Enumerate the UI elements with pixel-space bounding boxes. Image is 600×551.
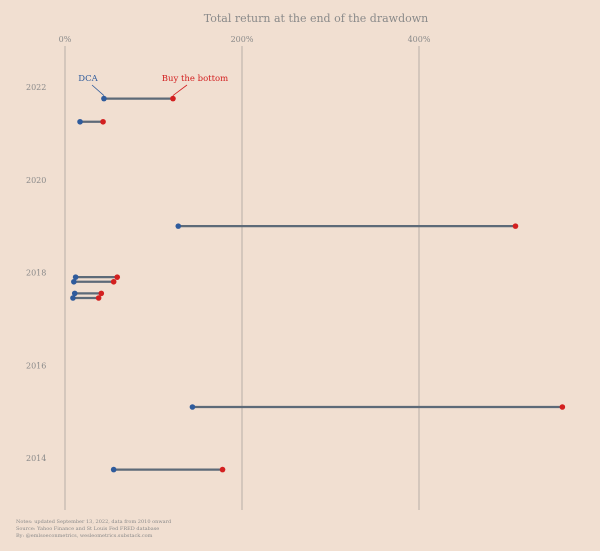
dca-point <box>72 274 79 280</box>
buy-bottom-point <box>559 404 566 410</box>
dca-point <box>175 223 182 229</box>
buy-bottom-point <box>98 290 105 297</box>
annotations: DCA Buy the bottom <box>78 74 228 96</box>
footnote-line-1: Notes: updated September 13, 2022, data … <box>16 519 172 525</box>
dca-annotation-label: DCA <box>78 74 98 84</box>
y-tick-label: 2014 <box>26 454 46 463</box>
dumbbell-marks <box>70 95 566 473</box>
y-tick-label: 2022 <box>26 83 46 92</box>
buy-bottom-annotation-leader <box>172 84 188 96</box>
footnote-line-3: By: @emlsoeconmetrics, wesleometrics.sub… <box>16 532 153 539</box>
x-tick-label: 200% <box>231 35 254 44</box>
dca-point <box>71 278 77 285</box>
x-gridlines <box>64 46 420 510</box>
y-tick-label: 2020 <box>26 176 46 185</box>
buy-bottom-point <box>219 466 226 473</box>
dca-point <box>70 295 76 301</box>
x-tick-label: 0% <box>59 35 72 44</box>
y-tick-labels: 2014 2016 2018 2020 2022 <box>26 83 46 463</box>
x-tick-label: 400% <box>408 35 431 44</box>
buy-bottom-point <box>95 295 102 301</box>
dca-point <box>110 466 117 473</box>
buy-bottom-annotation-label: Buy the bottom <box>162 74 228 84</box>
dca-point <box>77 118 83 125</box>
buy-bottom-point <box>512 223 519 229</box>
y-tick-label: 2018 <box>26 269 46 278</box>
dca-point <box>71 290 78 297</box>
y-tick-label: 2016 <box>26 361 46 370</box>
buy-bottom-point <box>114 274 121 280</box>
buy-bottom-point <box>170 95 176 102</box>
dca-annotation-leader <box>91 84 105 96</box>
x-tick-labels: 0% 200% 400% <box>59 35 431 44</box>
dca-point <box>189 404 196 410</box>
footnote-line-2: Source: Yahoo Finance and St Louis Fed F… <box>16 526 159 532</box>
buy-bottom-point <box>110 278 117 285</box>
chart-title: Total return at the end of the drawdown <box>204 12 428 25</box>
dca-point <box>101 95 107 102</box>
buy-bottom-point <box>100 118 106 125</box>
footnotes: Notes: updated September 13, 2022, data … <box>16 519 172 539</box>
